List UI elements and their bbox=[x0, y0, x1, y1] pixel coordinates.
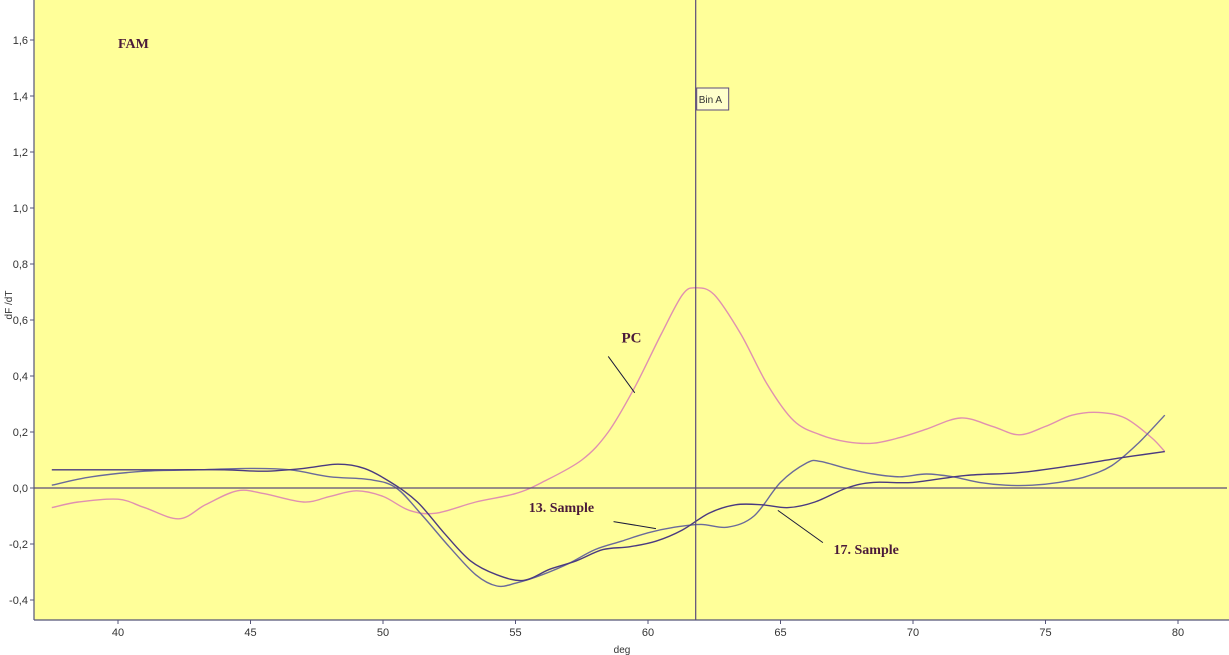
y-tick-label: 1,6 bbox=[13, 35, 28, 47]
x-tick-label: 70 bbox=[907, 627, 919, 639]
annotation-label-1: PC bbox=[622, 330, 642, 346]
x-tick-label: 55 bbox=[509, 627, 521, 639]
y-axis-label: dF /dT bbox=[4, 291, 15, 320]
series-line-1 bbox=[51, 287, 1166, 520]
x-tick-label: 65 bbox=[774, 627, 786, 639]
y-tick-label: 0,8 bbox=[13, 259, 28, 271]
annotations-layer: PC 13. Sample 17. Sample bbox=[529, 330, 899, 557]
y-tick-label: 1,2 bbox=[13, 147, 28, 159]
plot-background bbox=[34, 0, 1229, 620]
annotation-leader-3 bbox=[777, 509, 824, 544]
series-line-2 bbox=[51, 414, 1166, 588]
annotation-label-2: 13. Sample bbox=[529, 501, 594, 516]
x-axis-label: deg bbox=[614, 645, 631, 655]
annotation-leader-1 bbox=[607, 356, 636, 394]
bin-marker-box bbox=[696, 87, 730, 111]
y-tick-label: 1,0 bbox=[13, 203, 28, 215]
y-tick-label: 0,2 bbox=[13, 427, 28, 439]
y-tick-label: 1,4 bbox=[13, 91, 28, 103]
y-tick-label: -0,4 bbox=[9, 595, 28, 607]
x-tick-label: 50 bbox=[377, 627, 389, 639]
x-tick-label: 60 bbox=[642, 627, 654, 639]
x-tick-label: 80 bbox=[1172, 627, 1184, 639]
x-tick-label: 75 bbox=[1039, 627, 1051, 639]
series-layer bbox=[51, 287, 1166, 588]
bin-marker-label: Bin A bbox=[699, 95, 723, 106]
x-tick-label: 40 bbox=[112, 627, 124, 639]
y-tick-label: -0,2 bbox=[9, 539, 28, 551]
chart-title: FAM bbox=[118, 37, 149, 52]
x-tick-label: 45 bbox=[244, 627, 256, 639]
y-tick-label: 0,0 bbox=[13, 483, 28, 495]
y-tick-label: 0,4 bbox=[13, 371, 28, 383]
series-line-3 bbox=[51, 450, 1165, 582]
axes-layer: -0,4 -0,2 0,0 0,2 0,4 0,6 0,8 1,0 1,2 1,4 1,6 40 45 5… bbox=[9, 0, 1229, 639]
y-tick-label: 0,6 bbox=[13, 315, 28, 327]
annotation-leader-2 bbox=[613, 521, 657, 530]
annotation-label-3: 17. Sample bbox=[834, 543, 899, 558]
